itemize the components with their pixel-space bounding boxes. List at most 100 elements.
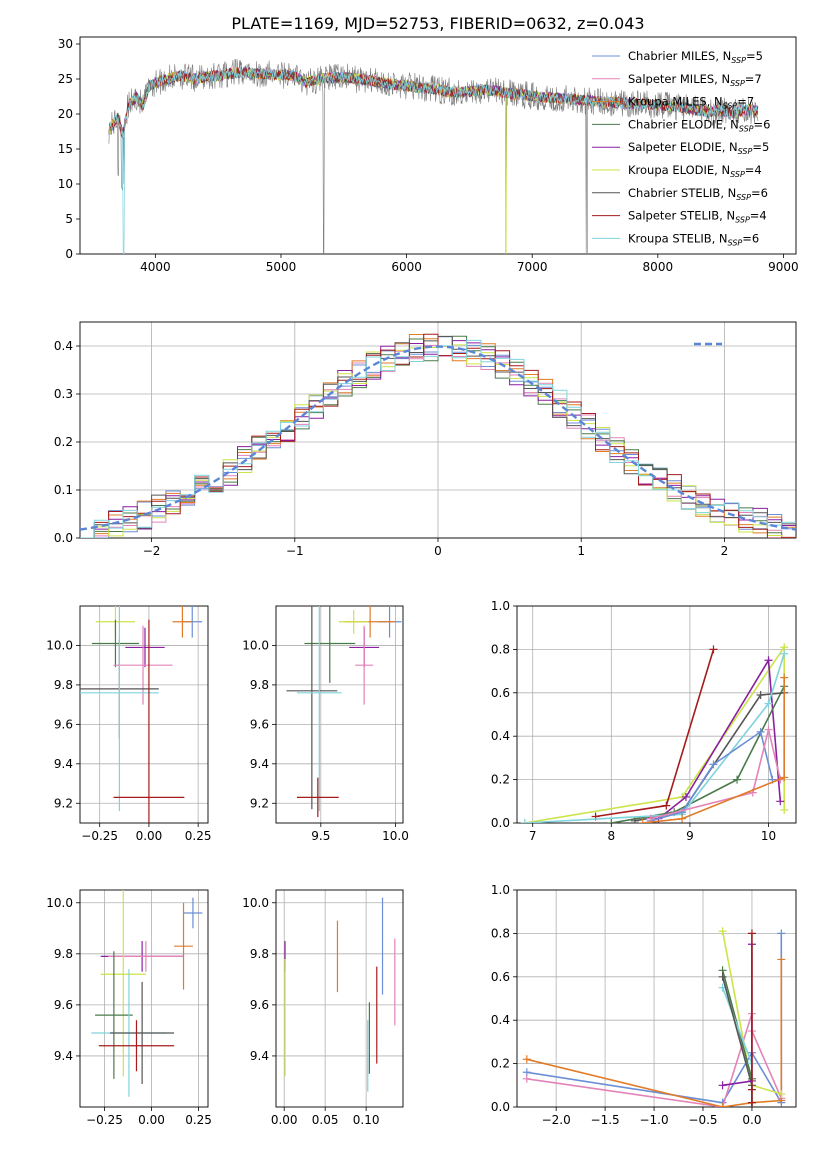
plus-marker — [718, 972, 727, 981]
legend-label: Kroupa ELODIE, NSSP=4 — [628, 163, 762, 179]
mass_vs_z-axes: −0.25 0.00 0.25 9.4 9.6 9.8 10.0 — [46, 889, 212, 1127]
residuals-axes: −2 −1 0 1 2 0.0 0.1 0.2 0.3 0.4 — [54, 321, 797, 558]
plus-marker — [780, 649, 789, 658]
mass-weight-line — [611, 685, 785, 823]
error-bar-point — [304, 606, 356, 683]
error-bar-point — [355, 625, 374, 705]
x-tick-label: −2 — [143, 544, 161, 558]
plus-marker — [747, 929, 756, 938]
spectrum-frame — [79, 36, 797, 255]
mass_vs_ebv-frame — [275, 889, 404, 1108]
mass_vs_z-frame — [79, 889, 209, 1108]
x-tick-label: 10 — [761, 829, 776, 843]
y-tick-label: 10.0 — [242, 638, 269, 652]
y-tick-label: 9.2 — [250, 796, 269, 810]
error-bar-point — [80, 606, 159, 812]
gaussian-curve — [80, 345, 796, 531]
plus-marker — [522, 1074, 531, 1083]
legend-label: Kroupa STELIB, NSSP=6 — [628, 231, 759, 247]
y-tick-label: 0.3 — [54, 387, 73, 401]
mass_weight_vs_z-frame — [516, 889, 797, 1108]
y-tick-label: 0.6 — [491, 686, 510, 700]
mass-weight-line — [642, 677, 785, 823]
error-bar-point — [296, 606, 342, 812]
x-tick-label: 0.25 — [185, 829, 212, 843]
mass-weight-series — [638, 673, 789, 823]
y-tick-label: 0.2 — [491, 1057, 510, 1071]
plus-marker — [756, 727, 765, 736]
legend-label: Chabrier STELIB, NSSP=6 — [628, 186, 768, 202]
spectrum-axes: 4000 5000 6000 7000 8000 9000 0 5 10 15 20 25 30 — [58, 36, 799, 274]
x-tick-label: 0 — [434, 544, 442, 558]
plus-marker — [777, 955, 786, 964]
y-tick-label: 9.8 — [54, 678, 73, 692]
error-bar-point — [286, 606, 338, 810]
y-tick-label: 9.4 — [250, 757, 269, 771]
x-tick-label: 9000 — [768, 260, 799, 274]
y-tick-label: 9.6 — [250, 998, 269, 1012]
y-tick-label: 9.4 — [250, 1049, 269, 1063]
y-tick-label: 9.4 — [54, 1049, 73, 1063]
x-tick-label: 0.25 — [185, 1113, 212, 1127]
x-tick-label: 0.0 — [742, 1113, 761, 1127]
y-tick-label: 5 — [65, 212, 73, 226]
y-tick-label: 10.0 — [46, 896, 73, 910]
mass-weight-series — [520, 643, 789, 823]
mass-weight-series — [718, 983, 756, 1107]
mass-weight-line — [650, 729, 782, 820]
x-tick-label: −1.0 — [639, 1113, 668, 1127]
plus-marker — [718, 1103, 727, 1107]
y-tick-label: 9.6 — [250, 717, 269, 731]
mass_weight_vs_age-frame — [516, 605, 797, 824]
x-tick-label: 9.5 — [311, 829, 330, 843]
error-bar-point — [100, 890, 146, 1077]
histogram-step — [80, 333, 796, 538]
y-tick-label: 20 — [58, 107, 73, 121]
y-tick-label: 9.8 — [250, 678, 269, 692]
mass-weight-line — [524, 653, 785, 823]
y-tick-label: 9.6 — [54, 998, 73, 1012]
error-bar-point — [110, 981, 175, 1085]
plus-marker — [607, 819, 616, 823]
error-bar-point — [183, 897, 203, 929]
error-bar-point — [172, 606, 193, 638]
error-bar-point — [174, 902, 193, 990]
y-tick-label: 25 — [58, 72, 73, 86]
error-bar-point — [91, 619, 140, 668]
plus-marker — [709, 760, 718, 769]
spectrum-model-line — [108, 66, 759, 254]
mass-weight-line — [721, 976, 753, 1107]
x-tick-label: 4000 — [140, 260, 171, 274]
mass_vs_ebv-axes: 0.00 0.05 0.10 9.4 9.6 9.8 10.0 — [242, 889, 404, 1127]
plus-marker — [776, 797, 785, 806]
plus-marker — [756, 690, 765, 699]
mass-weight-series — [520, 649, 789, 823]
x-tick-label: −0.25 — [81, 829, 118, 843]
y-tick-label: 9.6 — [54, 717, 73, 731]
y-tick-label: 0.4 — [54, 339, 73, 353]
y-tick-label: 9.2 — [54, 796, 73, 810]
y-tick-label: 9.8 — [54, 947, 73, 961]
plus-marker — [681, 792, 690, 801]
y-tick-label: 0.4 — [491, 729, 510, 743]
mass-weight-series — [646, 725, 785, 823]
plus-marker — [709, 645, 718, 654]
mass_weight_vs_age-axes: 7 8 9 10 0.0 0.2 0.4 0.6 0.8 1.0 — [491, 599, 797, 843]
y-tick-label: 1.0 — [491, 599, 510, 613]
mass-weight-series — [591, 645, 718, 821]
error-bar-point — [296, 777, 339, 818]
mass-weight-series — [718, 940, 756, 1090]
plus-marker — [630, 816, 639, 823]
x-tick-label: −0.25 — [86, 1113, 123, 1127]
y-tick-label: 0.0 — [54, 531, 73, 545]
y-tick-label: 10.0 — [46, 638, 73, 652]
age_vs_mass-frame — [275, 605, 404, 824]
y-tick-label: 10.0 — [242, 896, 269, 910]
error-bar-point — [98, 1020, 175, 1072]
plus-marker — [777, 929, 786, 938]
y-tick-label: 0.0 — [491, 1100, 510, 1114]
legend-label: Chabrier ELODIE, NSSP=6 — [628, 117, 770, 133]
plus-marker — [764, 699, 773, 708]
histogram-step — [80, 339, 796, 538]
